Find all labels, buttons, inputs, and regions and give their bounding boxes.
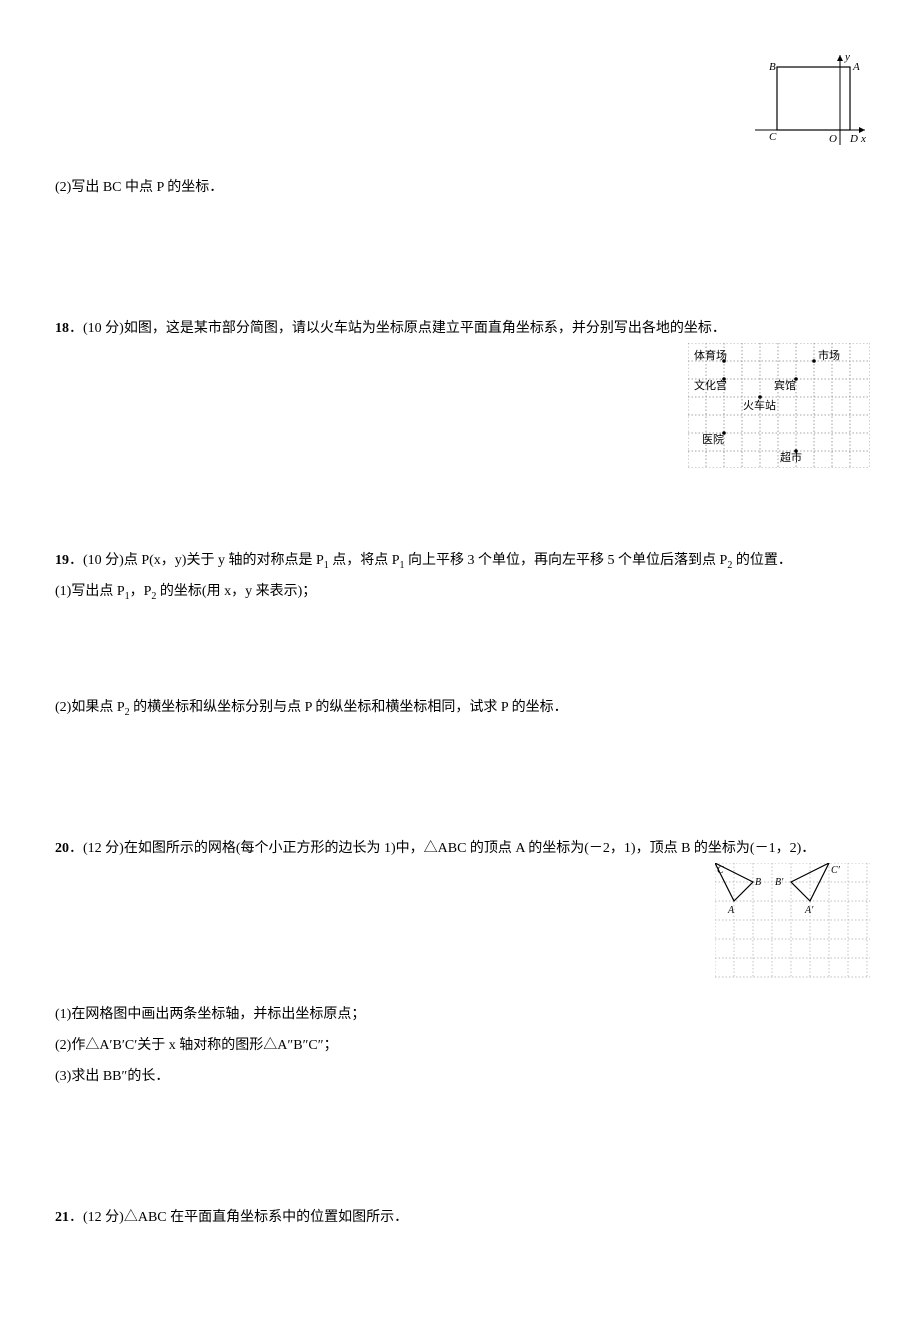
q19-t2: 点，将点 P [329,553,400,568]
question-21: 21．(12 分)△ABC 在平面直角坐标系中的位置如图所示． [55,1205,870,1232]
loc-hotel: 宾馆 [774,378,796,392]
q20-sub3: (3)求出 BB″的长． [55,1064,870,1091]
label-C20: C [717,865,724,876]
figure-q18: 体育场 市场 文化宫 宾馆 火车站 医院 超市 [688,343,870,479]
label-O: O [829,133,837,145]
q20-sub1: (1)在网格图中画出两条坐标轴，并标出坐标原点； [55,1002,870,1029]
q19-t1: 点 P(x，y)关于 y 轴的对称点是 P [124,553,324,568]
question-18: 18．(10 分)如图，这是某市部分简图，请以火车站为坐标原点建立平面直角坐标系… [55,316,870,488]
label-Ap: A′ [804,905,814,916]
figure-q17: B A C D O x y [755,50,870,161]
q19-points: (10 分) [83,553,124,568]
q18-stem: 18．(10 分)如图，这是某市部分简图，请以火车站为坐标原点建立平面直角坐标系… [55,316,870,343]
q20-points: (12 分) [83,841,124,856]
loc-hospital: 医院 [702,432,724,446]
label-D: D [849,133,858,145]
q21-points: (12 分) [83,1210,124,1225]
loc-market: 市场 [818,348,840,362]
q19-t3: 向上平移 3 个单位，再向左平移 5 个单位后落到点 P [405,553,728,568]
q18-points: (10 分) [83,321,124,336]
figure-q20: C B A C′ B′ A′ [715,863,870,989]
q21-stem: 21．(12 分)△ABC 在平面直角坐标系中的位置如图所示． [55,1205,870,1232]
label-C: C [769,131,777,143]
q19-sub1: (1)写出点 P1，P2 的坐标(用 x，y 来表示)； [55,579,870,606]
label-B20: B [755,877,761,888]
q19-sub2: (2)如果点 P2 的横坐标和纵坐标分别与点 P 的纵坐标和横坐标相同，试求 P… [55,695,870,722]
label-x: x [860,133,866,145]
q21-text: △ABC 在平面直角坐标系中的位置如图所示． [124,1210,408,1225]
q19-t4: 的位置． [732,553,792,568]
label-A: A [852,61,860,73]
q20-num: 20 [55,841,69,856]
loc-station: 火车站 [743,398,776,412]
q19-stem: 19．(10 分)点 P(x，y)关于 y 轴的对称点是 P1 点，将点 P1 … [55,548,870,575]
loc-stadium: 体育场 [694,348,727,362]
loc-supermarket: 超市 [780,450,802,464]
q18-text: 如图，这是某市部分简图，请以火车站为坐标原点建立平面直角坐标系，并分别写出各地的… [124,321,726,336]
label-A20: A [727,905,735,916]
loc-culture: 文化宫 [694,378,727,392]
question-19: 19．(10 分)点 P(x，y)关于 y 轴的对称点是 P1 点，将点 P1 … [55,548,870,776]
question-17-cont: B A C D O x y (2)写出 BC 中点 P 的坐标． [55,50,870,256]
q20-stem: 20．(12 分)在如图所示的网格(每个小正方形的边长为 1)中，△ABC 的顶… [55,836,870,863]
label-y: y [844,51,850,63]
label-Cp: C′ [831,865,841,876]
q17-sub2: (2)写出 BC 中点 P 的坐标． [55,175,870,202]
q18-num: 18 [55,321,69,336]
q21-num: 21 [55,1210,69,1225]
label-B: B [769,61,776,73]
label-Bp: B′ [775,877,784,888]
q20-sub2: (2)作△A′B′C′关于 x 轴对称的图形△A″B″C″； [55,1033,870,1060]
q20-text: 在如图所示的网格(每个小正方形的边长为 1)中，△ABC 的顶点 A 的坐标为(… [124,841,815,856]
question-20: 20．(12 分)在如图所示的网格(每个小正方形的边长为 1)中，△ABC 的顶… [55,836,870,1145]
q19-num: 19 [55,553,69,568]
